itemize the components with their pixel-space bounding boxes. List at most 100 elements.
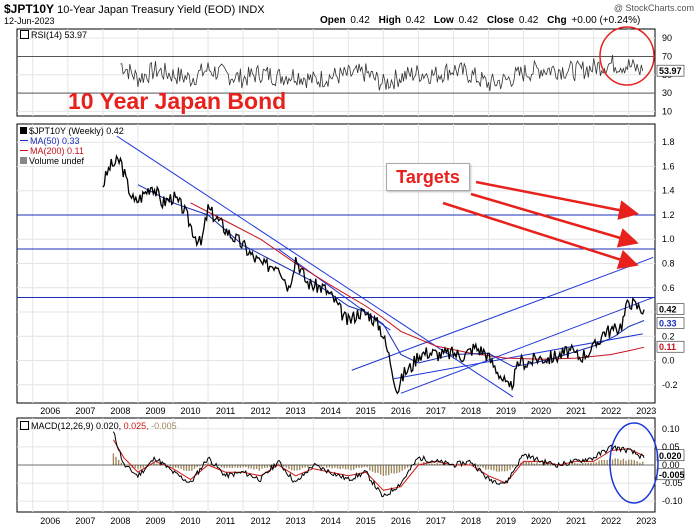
x-tick-label: 2011 (216, 406, 235, 416)
ma200-last-value-bg (656, 340, 685, 353)
y-tick-label: 0.6 (662, 283, 675, 293)
chart-header: $JPT10Y 10-Year Japan Treasury Yield (EO… (4, 2, 265, 16)
open-value: 0.42 (350, 15, 370, 26)
y-tick-label: -0.2 (662, 380, 678, 390)
chg-label: Chg (547, 15, 567, 26)
exchange: INDX (238, 4, 265, 16)
y-tick-label: 10 (662, 106, 672, 116)
y-tick-label: 0.2 (662, 331, 675, 341)
price-swatch (20, 127, 27, 134)
x-tick-label: 2015 (356, 406, 376, 416)
trend-line (116, 135, 514, 398)
x-tick-label: 2009 (145, 516, 165, 526)
y-tick-label: 1.6 (662, 161, 675, 171)
y-tick-label: -0.05 (662, 478, 683, 488)
x-tick-label: 2011 (216, 516, 235, 526)
x-tick-label: 2018 (461, 406, 481, 416)
x-tick-label: 2008 (110, 516, 130, 526)
open-label: Open (320, 15, 346, 26)
rsi-last-value-bg (656, 64, 685, 77)
macd-legend-v3: -0.005 (151, 421, 177, 431)
ma200-line (190, 202, 645, 360)
x-tick-label: 2020 (531, 516, 551, 526)
price-panel: -0.20.00.20.40.60.81.01.21.41.61.80.420.… (16, 123, 685, 416)
x-tick-label: 2016 (391, 516, 411, 526)
low-value: 0.42 (458, 15, 479, 26)
price-legend: $JPT10Y (Weekly) 0.42 MA(50) 0.33 MA(200… (20, 126, 124, 166)
x-tick-label: 2015 (356, 516, 376, 526)
y-tick-label: 0.05 (662, 442, 680, 452)
rsi-highlight-circle (599, 26, 655, 86)
rsi-legend-text: RSI(14) 53.97 (31, 30, 88, 40)
x-tick-label: 2007 (75, 406, 95, 416)
rsi-legend: RSI(14) 53.97 (20, 30, 87, 40)
x-tick-label: 2012 (251, 406, 271, 416)
chg-value: +0.00 (+0.24%) (571, 15, 641, 26)
targets-callout: Targets (386, 163, 470, 191)
x-tick-label: 2006 (40, 516, 60, 526)
ma200-last-value: 0.11 (659, 342, 676, 352)
y-tick-label: -0.10 (662, 496, 683, 506)
y-tick-label: 1.4 (662, 186, 675, 196)
macd-swatch (20, 421, 29, 430)
x-tick-label: 2023 (636, 406, 656, 416)
x-tick-label: 2010 (181, 406, 201, 416)
price-last-value: 0.42 (659, 305, 677, 315)
x-tick-label: 2013 (286, 516, 306, 526)
ma50-last-value: 0.33 (659, 319, 677, 329)
macd-last-value: 0.020 (659, 451, 682, 461)
x-tick-label: 2012 (251, 516, 271, 526)
target-arrow (475, 180, 639, 220)
symbol: $JPT10Y (4, 2, 55, 16)
y-tick-label: 0.10 (662, 424, 680, 434)
high-value: 0.42 (405, 15, 426, 26)
x-tick-label: 2014 (321, 406, 341, 416)
y-tick-label: 30 (662, 88, 672, 98)
trend-line (400, 296, 654, 394)
x-tick-label: 2017 (426, 406, 446, 416)
ma50-last-value-bg (656, 317, 685, 329)
price-line (102, 154, 645, 395)
volume-swatch (20, 157, 27, 164)
x-tick-label: 2022 (601, 406, 621, 416)
y-tick-label: 1.0 (662, 234, 675, 244)
close-value: 0.42 (518, 15, 539, 26)
macd-hist-last-value: -0.005 (659, 470, 685, 480)
x-tick-label: 2019 (496, 406, 516, 416)
target-arrow (470, 192, 639, 248)
x-tick-label: 2020 (531, 406, 551, 416)
x-tick-label: 2021 (566, 406, 586, 416)
ohlc-stats: Open 0.42 High 0.42 Low 0.42 Close 0.42 … (320, 15, 640, 26)
macd-legend-v1: 0.020, (96, 421, 122, 431)
x-tick-label: 2018 (461, 516, 481, 526)
x-tick-label: 2022 (601, 516, 621, 526)
y-tick-label: 0.00 (662, 460, 680, 470)
ma200-swatch (20, 150, 28, 151)
price-legend-text: $JPT10Y (Weekly) 0.42 (29, 126, 124, 136)
ma50-legend-text: MA(50) 0.33 (30, 136, 80, 146)
x-tick-label: 2016 (391, 406, 411, 416)
macd-panel: -0.10 -0.05 0.00 0.05 0.10 0.020 -0.005 2006 200… (16, 417, 685, 526)
x-tick-label: 2023 (636, 516, 656, 526)
x-tick-label: 2008 (110, 406, 130, 416)
x-tick-label: 2019 (496, 516, 516, 526)
ma50-swatch (20, 140, 28, 141)
x-tick-label: 2021 (566, 516, 586, 526)
volume-legend-text: Volume undef (29, 156, 85, 166)
low-label: Low (433, 15, 454, 26)
rsi-panel: 103050709053.97 (16, 28, 685, 117)
annotation-layer (442, 26, 659, 504)
x-tick-label: 2007 (75, 516, 95, 526)
macd-legend: MACD(12,26,9) 0.020, 0.025, -0.005 (20, 421, 177, 431)
x-tick-label: 2014 (321, 516, 341, 526)
macd-highlight-circle (609, 422, 659, 504)
rsi-last-value: 53.97 (659, 66, 682, 76)
x-tick-label: 2006 (40, 406, 60, 416)
annotation-title: 10 Year Japan Bond (68, 88, 287, 114)
ma50-line (137, 184, 645, 368)
y-tick-label: 70 (662, 51, 672, 61)
x-tick-label: 2013 (286, 406, 306, 416)
macd-line (112, 431, 645, 498)
ma200-legend-text: MA(200) 0.11 (30, 146, 84, 156)
